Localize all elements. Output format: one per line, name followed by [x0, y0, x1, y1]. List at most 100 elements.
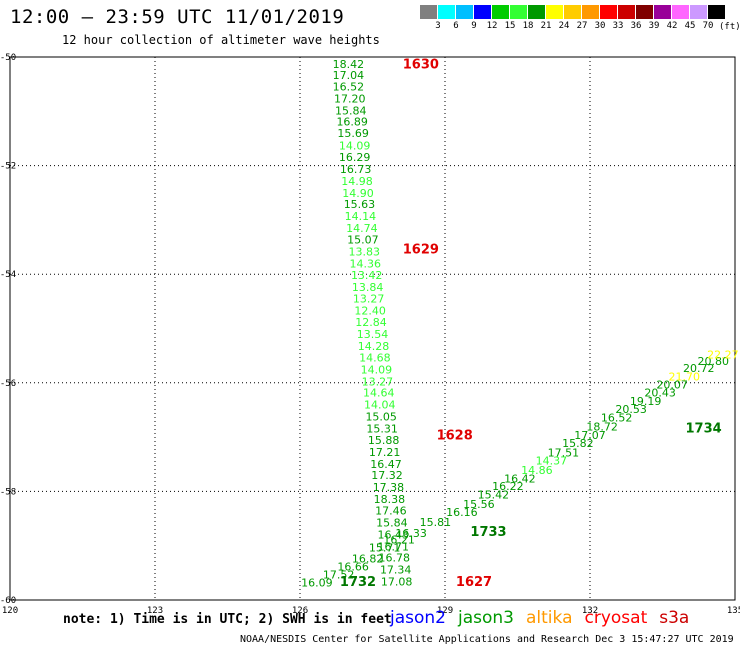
chart-title: 12:00 – 23:59 UTC 11/01/2019	[10, 6, 345, 28]
swh-point-label: 19.19	[630, 395, 662, 408]
y-tick-label: -58	[0, 487, 16, 497]
swh-point-label: 14.68	[359, 351, 391, 364]
swh-point-label: 15.69	[337, 127, 369, 140]
time-label: 1628	[437, 429, 473, 444]
satellite-legend: jason2 jason3 altika cryosat s3a	[390, 608, 701, 628]
swh-point-label: 21.70	[669, 370, 701, 383]
swh-point-label: 14.36	[350, 257, 382, 270]
swh-point-label: 15.88	[368, 434, 400, 447]
color-scale-label: 24	[558, 21, 570, 31]
color-scale-label: 21	[540, 21, 552, 31]
swh-point-label: 13.83	[349, 245, 381, 258]
swh-point-label: 16.66	[337, 560, 369, 573]
swh-point-label: 13.84	[352, 281, 384, 294]
color-scale-label: 9	[471, 21, 477, 31]
color-scale-label: 18	[522, 21, 534, 31]
x-tick-label: 120	[2, 606, 18, 616]
swh-point-label: 15.82	[562, 437, 594, 450]
swh-point-label: 15.42	[478, 489, 510, 502]
color-scale-label: 15	[504, 21, 516, 31]
color-swatch	[690, 5, 708, 19]
color-scale-unit: (ft)	[719, 22, 740, 32]
color-scale-label: 39	[648, 21, 660, 31]
time-label: 1732	[340, 575, 376, 590]
color-swatch	[438, 5, 456, 19]
swh-point-label: 16.52	[333, 80, 365, 93]
time-label: 1629	[403, 242, 439, 257]
y-tick-label: -50	[0, 53, 16, 63]
swh-point-label: 16.82	[352, 552, 384, 565]
swh-point-label: 17.07	[574, 429, 606, 442]
color-swatch	[474, 5, 492, 19]
satellite-legend-item: cryosat	[584, 608, 648, 628]
color-swatch	[600, 5, 618, 19]
color-scale-swatches	[420, 5, 726, 19]
swh-point-label: 16.47	[370, 458, 402, 471]
time-label: 1630	[403, 58, 439, 73]
swh-point-label: 15.63	[344, 198, 376, 211]
swh-point-label: 15.81	[420, 516, 452, 529]
color-swatch	[528, 5, 546, 19]
satellite-legend-item: altika	[526, 608, 573, 628]
swh-point-label: 17.21	[369, 446, 401, 459]
swh-point-label: 20.72	[683, 362, 715, 375]
plot-frame	[9, 56, 736, 601]
time-label: 1627	[456, 575, 492, 590]
y-tick-label: -52	[0, 162, 16, 172]
swh-point-label: 20.43	[644, 387, 676, 400]
swh-point-label: 17.04	[333, 69, 365, 82]
y-tick-label: -60	[0, 596, 16, 606]
swh-point-label: 17.20	[334, 92, 366, 105]
swh-point-label: 15.84	[335, 104, 367, 117]
x-tick-label: 129	[437, 606, 453, 616]
y-tick-label: -56	[0, 379, 16, 389]
color-scale-labels: 3 6 9 12 15 18 21 24 27 30 33 36 39 42 45 70	[420, 19, 726, 33]
x-tick-label: 126	[292, 606, 308, 616]
swh-point-label: 17.38	[373, 481, 405, 494]
swh-point-label: 16.33	[395, 527, 427, 540]
color-swatch	[564, 5, 582, 19]
swh-point-label: 16.89	[336, 116, 368, 129]
swh-point-label: 16.78	[379, 552, 411, 565]
color-swatch	[420, 5, 438, 19]
swh-point-label: 14.90	[342, 187, 374, 200]
swh-point-label: 16.43	[378, 528, 410, 541]
color-scale-label: 45	[684, 21, 696, 31]
swh-point-label: 17.08	[381, 576, 413, 589]
swh-point-label: 16.09	[301, 577, 333, 590]
swh-point-label: 16.73	[340, 163, 372, 176]
swh-point-label: 16.71	[378, 540, 410, 553]
satellite-legend-item: jason2	[390, 608, 446, 628]
color-swatch	[672, 5, 690, 19]
x-tick-label: 123	[147, 606, 163, 616]
color-swatch	[708, 5, 726, 19]
swh-point-label: 13.42	[351, 269, 383, 282]
satellite-legend-item: jason3	[458, 608, 514, 628]
satellite-legend-item: s3a	[659, 608, 690, 628]
chart-subtitle: 12 hour collection of altimeter wave hei…	[62, 33, 380, 47]
x-tick-label: 135	[727, 606, 740, 616]
color-scale-label: 42	[666, 21, 678, 31]
swh-point-label: 15.84	[376, 516, 408, 529]
time-label: 1733	[470, 525, 506, 540]
swh-point-label: 22.27	[707, 349, 739, 362]
swh-point-label: 15.56	[463, 498, 495, 511]
color-swatch	[636, 5, 654, 19]
swh-point-label: 14.28	[358, 340, 390, 353]
swh-point-label: 15.07	[347, 234, 379, 247]
swh-point-label: 16.52	[601, 412, 633, 425]
swh-point-label: 15.31	[366, 422, 398, 435]
swh-point-label: 13.54	[357, 328, 389, 341]
color-swatch	[654, 5, 672, 19]
color-scale-label: 12	[486, 21, 498, 31]
swh-point-label: 14.37	[536, 455, 568, 468]
swh-point-label: 16.21	[383, 533, 415, 546]
swh-point-label: 17.46	[375, 504, 407, 517]
color-swatch	[456, 5, 474, 19]
color-scale-label: 70	[702, 21, 714, 31]
swh-point-label: 12.40	[354, 305, 386, 318]
swh-point-label: 14.09	[361, 363, 393, 376]
swh-point-label: 13.27	[362, 375, 394, 388]
swh-point-label: 16.42	[504, 472, 536, 485]
color-scale-label: 27	[576, 21, 588, 31]
